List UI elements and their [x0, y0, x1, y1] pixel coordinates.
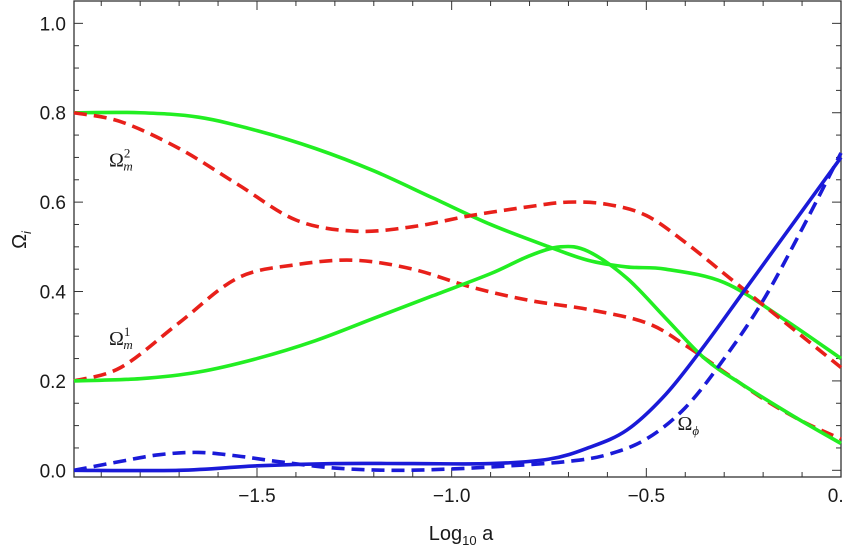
series-line-red-dashed-1 [73, 110, 843, 369]
y-tick-label: 0.4 [40, 283, 67, 304]
series-line-blue-solid-4 [73, 156, 843, 473]
x-tick-label: 0.0 [828, 486, 843, 507]
x-tick-label: −1.5 [238, 486, 276, 507]
x-axis-title: Log10 a [429, 523, 494, 548]
y-tick-label: 0.8 [40, 104, 66, 125]
series-line-blue-dashed-5 [73, 152, 843, 473]
axis-ticks: −1.5 −1.0 −0.5 0.0 0.0 0.2 0.4 0.6 0.8 1.0 [40, 1, 843, 507]
y-tick-label: 1.0 [40, 14, 66, 35]
plot-frame [73, 0, 842, 478]
annotations: Ω2 m Ω1 m Ωϕ [109, 145, 699, 438]
series-layer [73, 110, 843, 473]
series-line-green-solid-3 [73, 244, 842, 446]
y-tick-label: 0.0 [40, 461, 66, 482]
x-tick-label: −1.0 [433, 486, 471, 507]
series-annotation-2: Ωϕ [677, 413, 699, 438]
y-axis-title: Ωi [9, 230, 34, 249]
series-line-green-solid-0 [73, 110, 843, 361]
y-tick-label: 0.6 [40, 193, 66, 214]
series-annotation-1: Ω1 m [109, 324, 133, 352]
series-annotation-0: Ω2 m [109, 145, 133, 173]
x-tick-label: −0.5 [628, 486, 666, 507]
y-tick-label: 0.2 [40, 372, 66, 393]
